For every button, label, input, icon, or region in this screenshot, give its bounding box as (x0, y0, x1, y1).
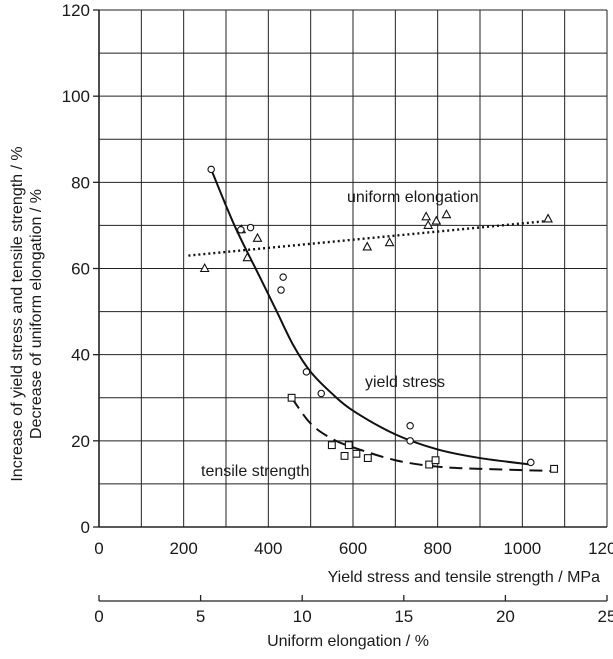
data-markers (199, 165, 559, 473)
y-tick-label: 40 (71, 346, 90, 365)
marker-uniform-elongation (423, 219, 434, 229)
x-tick-label-secondary: 0 (94, 607, 103, 626)
marker-uniform-elongation (242, 252, 253, 262)
fit-lines (188, 169, 555, 472)
annotation-yield-stress: yield stress (365, 374, 445, 391)
y-tick-label: 0 (81, 518, 90, 537)
x-tick-label-primary: 1000 (503, 539, 541, 558)
marker-tensile-strength (431, 456, 440, 465)
marker-yield-stress (317, 389, 325, 398)
marker-tensile-strength (287, 393, 296, 402)
fit-line-tensile-strength (290, 397, 555, 472)
x-tick-label-secondary: 20 (496, 607, 515, 626)
x-tick-label-primary: 600 (339, 539, 367, 558)
x-tick-label-primary: 800 (423, 539, 451, 558)
marker-yield-stress (279, 273, 287, 281)
x-tick-label-secondary: 15 (394, 607, 413, 626)
marker-uniform-elongation (543, 213, 553, 223)
secondary-x-axis: 0 5 10 15 20 25 (94, 595, 613, 626)
marker-uniform-elongation (252, 232, 263, 242)
marker-uniform-elongation (362, 241, 373, 251)
marker-tensile-strength (327, 441, 336, 450)
y-tick-label: 120 (62, 1, 90, 20)
marker-tensile-strength (352, 449, 361, 458)
grid (93, 9, 608, 528)
y-tick-label: 60 (71, 260, 90, 279)
annotation-tensile-strength: tensile strength (201, 463, 310, 480)
marker-yield-stress (246, 223, 255, 232)
marker-uniform-elongation (431, 215, 442, 225)
marker-tensile-strength (550, 464, 559, 473)
x-axis-label-secondary: Uniform elongation / % (267, 633, 429, 650)
x-tick-label-primary: 0 (94, 539, 103, 558)
fit-line-yield-stress (210, 169, 531, 466)
marker-uniform-elongation (421, 211, 432, 221)
marker-tensile-strength (363, 454, 372, 463)
marker-yield-stress (406, 422, 414, 430)
marker-uniform-elongation (199, 262, 210, 273)
marker-tensile-strength (340, 451, 349, 460)
marker-tensile-strength (344, 441, 353, 450)
marker-yield-stress (302, 368, 311, 376)
y-tick-label: 20 (71, 432, 90, 451)
y-tick-label: 80 (71, 173, 90, 192)
marker-yield-stress (406, 437, 414, 445)
x-tick-label-secondary: 25 (598, 607, 613, 626)
y-axis-label-line1: Increase of yield stress and tensile str… (9, 146, 26, 481)
marker-yield-stress (277, 286, 285, 294)
marker-uniform-elongation (441, 209, 452, 219)
x-axis-label-primary: Yield stress and tensile strength / MPa (328, 569, 601, 586)
x-tick-label-secondary: 10 (293, 607, 312, 626)
marker-yield-stress (237, 225, 245, 234)
marker-yield-stress (207, 165, 215, 174)
x-tick-label-primary: 200 (169, 539, 197, 558)
marker-yield-stress (527, 458, 535, 467)
x-tick-label-primary: 400 (254, 539, 282, 558)
y-axis-label-line2: Decrease of uniform elongation / % (28, 189, 45, 439)
y-tick-label: 100 (62, 87, 90, 106)
x-tick-label-secondary: 5 (196, 607, 205, 626)
marker-tensile-strength (425, 460, 434, 469)
annotation-uniform-elongation: uniform elongation (347, 189, 479, 206)
marker-uniform-elongation (384, 237, 395, 247)
